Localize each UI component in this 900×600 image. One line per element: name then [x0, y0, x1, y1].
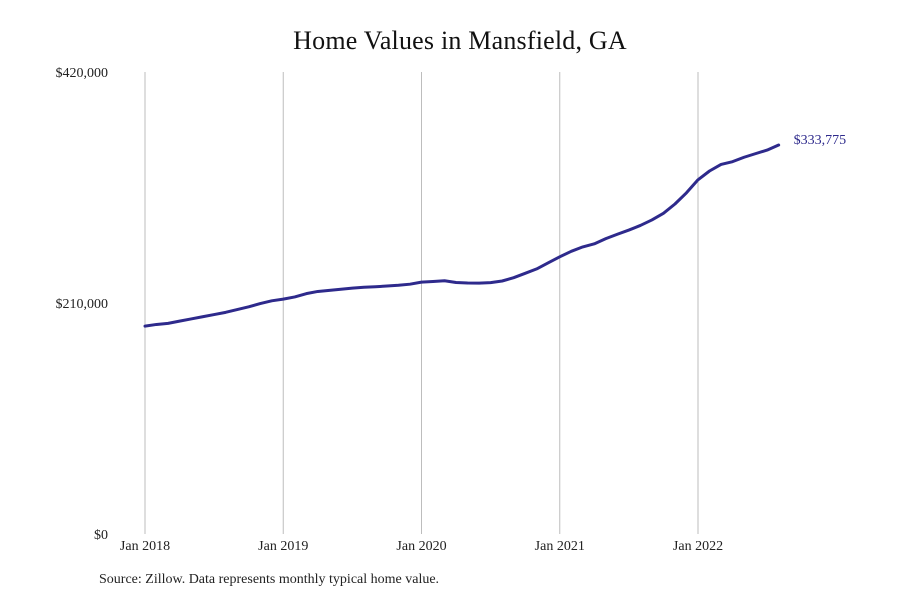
y-tick-label: $420,000 — [56, 66, 109, 81]
y-tick-label: $210,000 — [56, 297, 109, 312]
x-axis-tick-labels: Jan 2018 Jan 2019 Jan 2020 Jan 2021 Jan 2022 — [120, 539, 723, 554]
y-tick-label: $0 — [94, 528, 108, 543]
grid-lines — [144, 72, 699, 534]
chart-title: Home Values in Mansfield, GA — [293, 26, 627, 55]
home-value-line — [143, 143, 781, 328]
series-layer — [143, 143, 781, 328]
x-tick-label: Jan 2021 — [535, 539, 585, 554]
annotations: $333,775 — [794, 133, 847, 148]
end-value-label: $333,775 — [794, 133, 847, 148]
x-tick-label: Jan 2019 — [258, 539, 308, 554]
x-tick-label: Jan 2022 — [673, 539, 723, 554]
y-axis-tick-labels: $0 $210,000 $420,000 — [56, 66, 109, 543]
x-tick-label: Jan 2018 — [120, 539, 170, 554]
source-note: Source: Zillow. Data represents monthly … — [99, 572, 440, 587]
line-chart: $0$210,000$420,000 Jan 2018 Jan 2019 Jan 2… — [56, 66, 847, 554]
x-tick-label: Jan 2020 — [396, 539, 446, 554]
